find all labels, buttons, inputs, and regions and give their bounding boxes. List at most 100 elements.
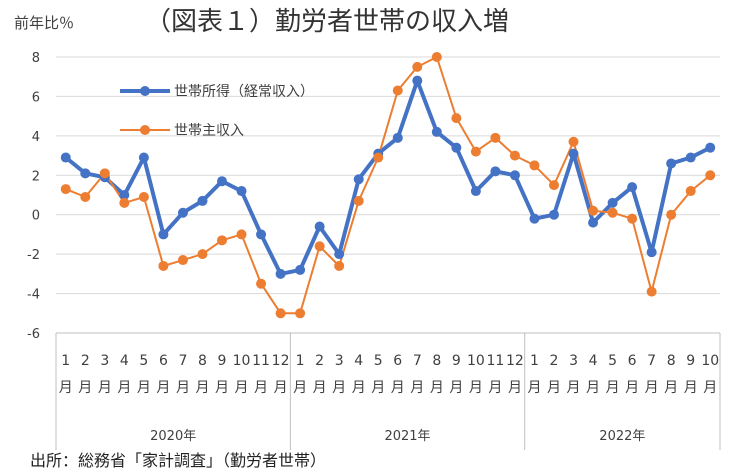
x-month-suffix: 月 bbox=[254, 380, 268, 396]
x-month-label: 8 bbox=[667, 353, 676, 369]
x-month-suffix: 月 bbox=[606, 380, 620, 396]
data-point-series-2 bbox=[607, 207, 618, 218]
data-point-series-2 bbox=[275, 308, 286, 319]
x-month-label: 1 bbox=[296, 353, 305, 369]
data-point-series-2 bbox=[119, 197, 130, 208]
data-point-series-1 bbox=[392, 132, 403, 143]
data-point-series-1 bbox=[236, 186, 247, 197]
x-month-suffix: 月 bbox=[586, 380, 600, 396]
x-month-suffix: 月 bbox=[215, 380, 229, 396]
data-point-series-1 bbox=[353, 174, 364, 185]
data-point-series-2 bbox=[529, 160, 540, 171]
data-point-series-1 bbox=[314, 221, 325, 232]
x-month-suffix: 月 bbox=[371, 380, 385, 396]
x-month-label: 5 bbox=[139, 353, 148, 369]
x-month-suffix: 月 bbox=[664, 380, 678, 396]
x-month-label: 12 bbox=[506, 353, 524, 369]
data-point-series-2 bbox=[334, 260, 345, 271]
x-month-suffix: 月 bbox=[508, 380, 522, 396]
data-point-series-2 bbox=[470, 146, 481, 157]
data-point-series-1 bbox=[431, 126, 442, 137]
data-point-series-2 bbox=[80, 191, 91, 202]
x-month-label: 2 bbox=[315, 353, 324, 369]
data-point-series-1 bbox=[607, 197, 618, 208]
x-month-label: 6 bbox=[393, 353, 402, 369]
y-tick-label: 0 bbox=[32, 209, 40, 224]
x-month-label: 3 bbox=[335, 353, 344, 369]
x-month-suffix: 月 bbox=[293, 380, 307, 396]
data-point-series-2 bbox=[705, 170, 716, 181]
chart-title: （図表１）勤労者世帯の収入増 bbox=[145, 7, 509, 37]
data-point-series-1 bbox=[646, 247, 657, 258]
data-point-series-2 bbox=[217, 235, 227, 246]
data-point-series-1 bbox=[197, 195, 208, 206]
data-point-series-2 bbox=[138, 191, 149, 202]
x-month-suffix: 月 bbox=[410, 380, 424, 396]
x-month-label: 9 bbox=[686, 353, 695, 369]
data-point-series-2 bbox=[549, 180, 559, 191]
gridlines bbox=[56, 56, 720, 334]
x-month-label: 8 bbox=[432, 353, 441, 369]
x-axis bbox=[55, 332, 721, 450]
x-month-suffix: 月 bbox=[313, 380, 327, 396]
data-point-series-2 bbox=[588, 205, 599, 216]
series-line-2 bbox=[65, 56, 711, 315]
x-month-suffix: 月 bbox=[684, 380, 698, 396]
x-month-label: 4 bbox=[354, 353, 363, 369]
x-month-suffix: 月 bbox=[195, 380, 209, 396]
x-month-label: 12 bbox=[272, 353, 290, 369]
x-month-label: 10 bbox=[467, 353, 485, 369]
x-month-label: 11 bbox=[252, 353, 270, 369]
data-point-series-2 bbox=[197, 249, 208, 260]
data-point-series-1 bbox=[490, 166, 501, 177]
data-point-series-1 bbox=[588, 217, 599, 228]
x-month-suffix: 月 bbox=[117, 380, 131, 396]
data-point-series-2 bbox=[256, 278, 267, 289]
y-tick-label: -6 bbox=[27, 327, 40, 342]
data-point-series-2 bbox=[158, 260, 169, 271]
x-year-label: 2021年 bbox=[384, 429, 430, 444]
x-month-suffix: 月 bbox=[274, 380, 288, 396]
legend-label: 世帯所得（経常収入） bbox=[174, 83, 314, 100]
x-month-suffix: 月 bbox=[332, 380, 346, 396]
data-point-series-1 bbox=[549, 209, 559, 220]
data-point-series-1 bbox=[627, 182, 638, 193]
data-point-series-2 bbox=[236, 229, 247, 240]
data-point-series-1 bbox=[60, 152, 71, 163]
legend-swatch-marker bbox=[140, 125, 150, 135]
data-point-series-2 bbox=[490, 132, 501, 143]
data-point-series-1 bbox=[177, 207, 188, 218]
x-month-label: 2 bbox=[81, 353, 90, 369]
y-tick-label: 4 bbox=[32, 130, 40, 145]
x-year-label: 2020年 bbox=[150, 429, 196, 444]
x-month-suffix: 月 bbox=[547, 380, 561, 396]
data-point-series-1 bbox=[705, 142, 716, 153]
y-tick-label: -4 bbox=[27, 288, 40, 303]
x-month-suffix: 月 bbox=[176, 380, 190, 396]
x-month-suffix: 月 bbox=[625, 380, 639, 396]
data-point-series-2 bbox=[685, 186, 696, 197]
x-month-suffix: 月 bbox=[352, 380, 366, 396]
x-month-label: 9 bbox=[452, 353, 461, 369]
x-month-label: 4 bbox=[589, 353, 598, 369]
data-point-series-1 bbox=[119, 190, 130, 200]
y-axis-unit-label: 前年比％ bbox=[14, 14, 74, 32]
data-point-series-1 bbox=[529, 213, 540, 224]
x-month-label: 1 bbox=[530, 353, 539, 369]
data-point-series-2 bbox=[568, 136, 579, 147]
data-point-series-2 bbox=[392, 85, 403, 96]
x-month-label: 3 bbox=[569, 353, 578, 369]
y-tick-label: -2 bbox=[27, 248, 40, 263]
legend-swatch-marker bbox=[140, 86, 150, 96]
x-month-suffix: 月 bbox=[156, 380, 170, 396]
data-point-series-1 bbox=[412, 75, 423, 86]
x-axis-categories: 1月2月3月4月5月6月7月8月9月10月11月12月1月2月3月4月5月6月7… bbox=[59, 353, 719, 444]
data-point-series-1 bbox=[334, 249, 345, 260]
x-month-suffix: 月 bbox=[137, 380, 151, 396]
data-point-series-2 bbox=[509, 150, 520, 161]
x-month-label: 7 bbox=[178, 353, 187, 369]
data-point-series-1 bbox=[217, 176, 227, 187]
data-point-series-1 bbox=[138, 152, 149, 163]
